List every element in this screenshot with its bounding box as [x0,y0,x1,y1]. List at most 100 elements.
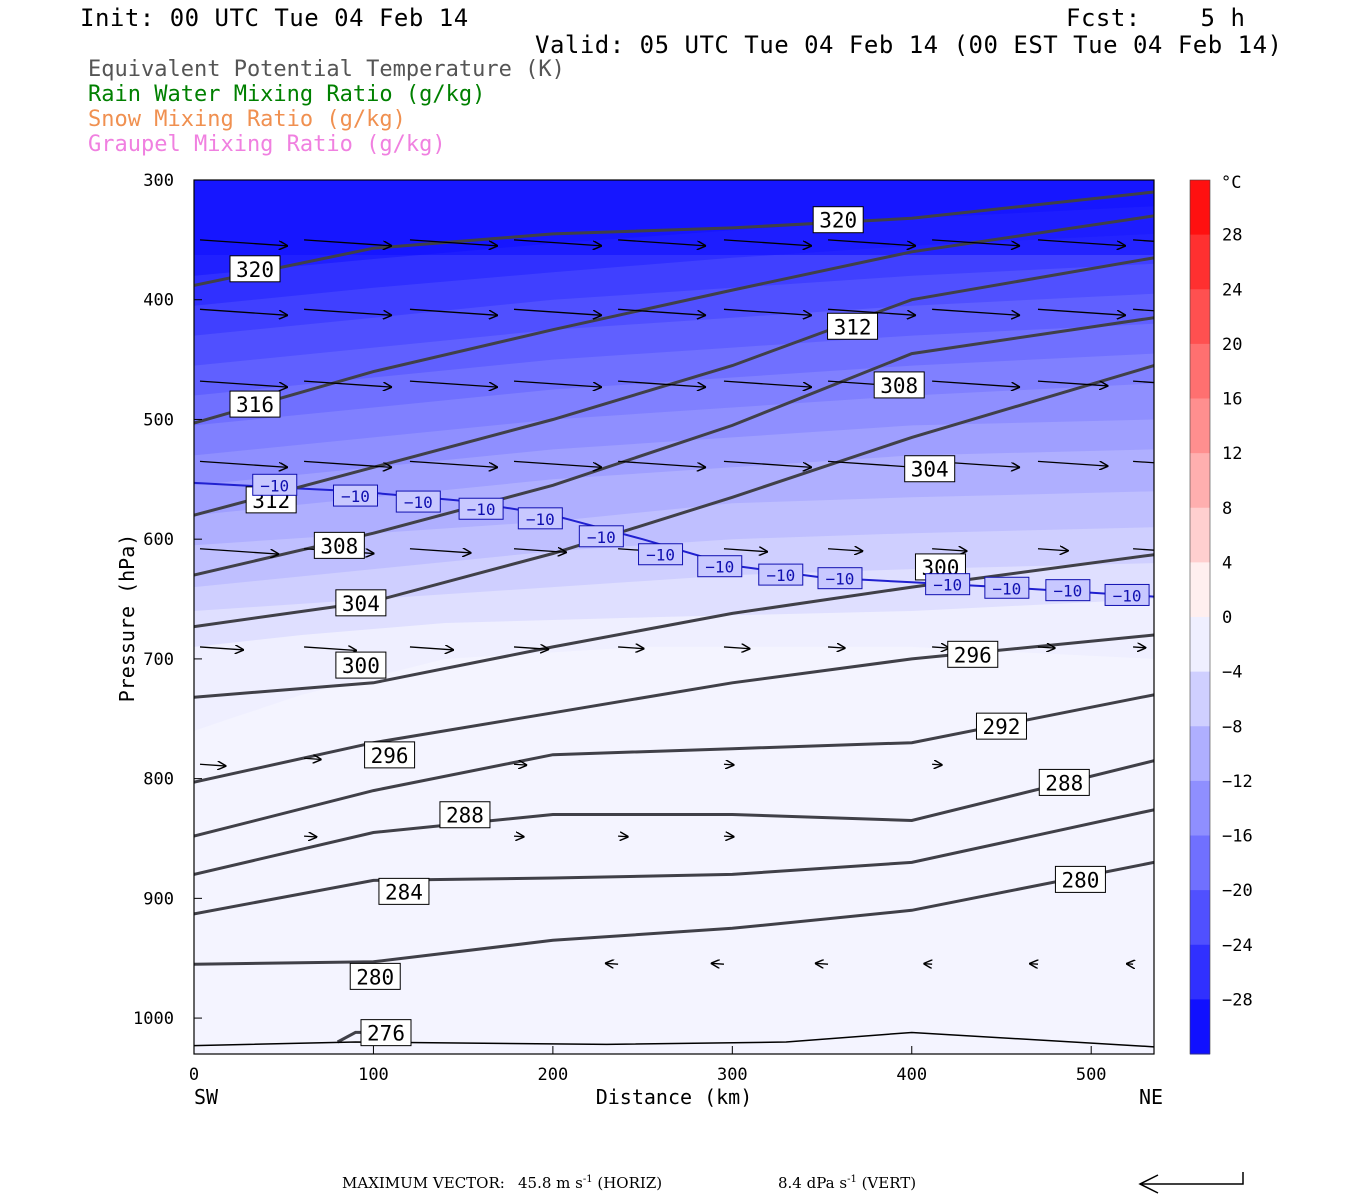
svg-text:−10: −10 [992,579,1021,598]
wind-vector [304,239,392,246]
wind-vector [199,380,288,387]
theta-e-284 [194,808,1154,916]
wind-vector [1037,239,1126,246]
axes: 0 100 200 300 400 500 300 400 500 600 700 800 900 100… [115,171,1163,1109]
contour-label-284: 284 [378,877,430,905]
wind-vector [199,460,288,467]
wind-vector [723,647,750,649]
wind-vector [513,239,602,246]
wind-vector [618,380,706,387]
y-tick-label: 800 [143,770,174,790]
colorbar-tick-label: 28 [1222,226,1242,246]
isotherm-label: −10 [332,484,378,507]
contour-label-320: 320 [812,206,864,234]
wind-vector [723,764,735,765]
colorbar-segment [1190,780,1210,836]
svg-text:280: 280 [356,965,394,989]
wind-vector [1133,460,1154,464]
colorbar-tick-label: 0 [1222,608,1232,628]
plot-frame [193,179,1155,1055]
svg-text:300: 300 [342,654,380,678]
wind-vector [409,380,498,387]
isotherm-label: −10 [458,497,504,520]
wind-vector [409,647,454,650]
x-axis-label: Distance (km) [596,1085,753,1109]
isotherm-label: −10 [925,573,971,596]
x-tick-label: 500 [1076,1065,1107,1085]
svg-text:−10: −10 [467,500,496,519]
colorbar-segment [1190,343,1210,399]
colorbar-segment [1190,453,1210,509]
contour-label-296: 296 [364,741,416,769]
y-tick-label: 300 [143,171,174,191]
max-vector-horiz: 45.8 m s-1 (HORIZ) [518,1174,663,1192]
colorbar-segment [1190,617,1210,673]
legend-rain: Rain Water Mixing Ratio (g/kg) [88,82,486,107]
colorbar-tick-label: −8 [1222,717,1242,737]
colorbar-tick-label: 16 [1222,390,1242,410]
wind-vector [409,308,498,315]
theta-e-312 [194,256,1154,517]
isotherm-label: −10 [697,555,743,578]
svg-text:−10: −10 [1053,582,1082,601]
wind-vector [723,308,812,315]
wind-vector [815,963,829,964]
svg-text:−10: −10 [826,570,855,589]
wind-vector [1037,549,1069,551]
wind-vector [932,239,1020,246]
contour-label-280: 280 [1054,865,1106,893]
wind-vector [513,764,527,765]
wind-vector [1133,380,1154,384]
colorbar-segment [1190,999,1210,1055]
contour-label-304: 304 [904,455,956,483]
wind-vector [723,239,812,246]
svg-text:288: 288 [446,804,484,828]
colorbar-tick-label: 8 [1222,499,1232,519]
colorbar-tick-label: −4 [1222,663,1242,683]
wind-vector [827,647,846,648]
x-tick-label: 300 [717,1065,748,1085]
wind-vector [723,836,735,837]
x-tick-label: 200 [538,1065,569,1085]
contour-labels: 3203203163123123083083043043003002962962… [229,206,1150,1047]
wind-vector [304,758,322,759]
wind-vector [513,549,567,553]
wind-vector [513,460,602,467]
wind-vector [1037,380,1108,386]
colorbar-tick-label: −16 [1222,827,1253,847]
wind-vector [513,380,602,387]
colorbar-tick-label: 20 [1222,335,1242,355]
wind-vector [618,308,706,315]
svg-text:−10: −10 [404,493,433,512]
contour-label-308: 308 [313,531,365,559]
wind-vector [723,380,812,387]
theta-e-316 [194,214,1154,425]
contour-label-320: 320 [229,255,281,283]
band-top [194,180,1154,255]
wind-vector [723,460,812,467]
max-vector-vert: 8.4 dPa s-1 (VERT) [778,1174,917,1192]
x-end-left: SW [194,1085,219,1109]
contour-label-292: 292 [975,712,1027,740]
wind-vector [304,380,392,387]
wind-vector [618,460,706,467]
forecast-hour: Fcst: 5 h [1066,4,1246,32]
legend-theta-e: Equivalent Potential Temperature (K) [88,57,565,82]
wind-vector [513,647,549,649]
legend-snow: Snow Mixing Ratio (g/kg) [88,107,406,132]
svg-text:320: 320 [236,258,274,282]
svg-text:288: 288 [1045,771,1083,795]
svg-text:−10: −10 [705,558,734,577]
wind-vector [932,764,943,765]
wind-vector [513,308,602,315]
svg-text:−10: −10 [526,510,555,529]
legend-graupel: Graupel Mixing Ratio (g/kg) [88,132,446,157]
x-tick-label: 100 [358,1065,389,1085]
isotherm-label: −10 [817,567,863,590]
svg-text:−10: −10 [260,476,289,495]
isotherm-label: −10 [1045,579,1091,602]
contour-label-316: 316 [229,390,281,418]
colorbar-tick-label: −20 [1222,881,1253,901]
wind-vector [932,549,967,551]
contour-label-308: 308 [873,371,925,399]
